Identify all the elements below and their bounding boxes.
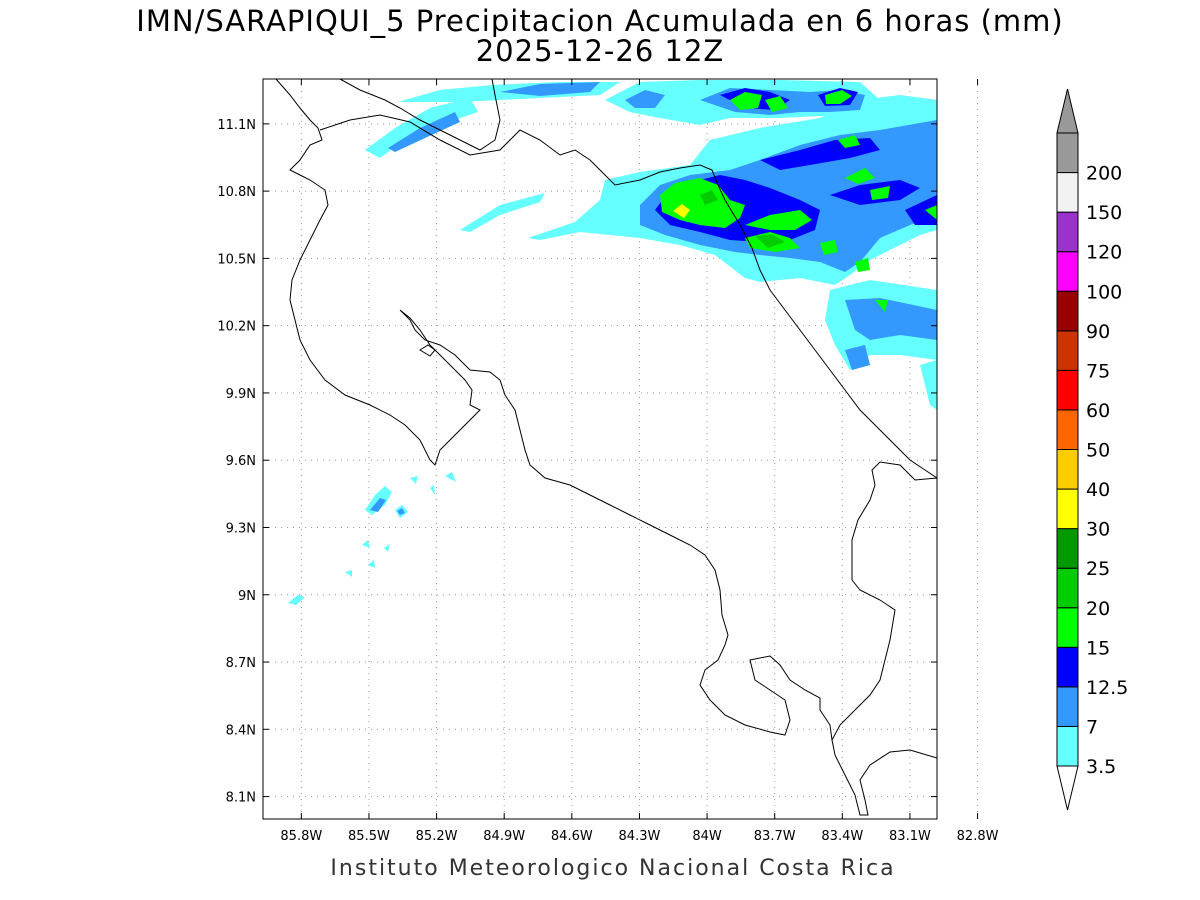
- colorbar-level-label: 40: [1086, 479, 1110, 501]
- colorbar-legend: 3.5 7 12.5 15 20 25 30 40 50 60 75 90 100 120 150 200: [1056, 88, 1128, 811]
- map-title: IMN/SARAPIQUI_5 Precipitacion Acumulada …: [136, 4, 1064, 38]
- lat-tick-label: 11.1N: [217, 118, 256, 133]
- colorbar-swatch: [1056, 488, 1079, 530]
- lat-lon-grid: [263, 79, 979, 819]
- colorbar-swatch: [1056, 330, 1079, 371]
- lat-tick-label: 8.1N: [226, 791, 256, 806]
- colorbar-level-label: 200: [1086, 163, 1122, 185]
- lat-tick-label: 8.4N: [226, 723, 256, 738]
- lon-tick-label: 84.6W: [551, 829, 593, 844]
- precip-band-northeast: [528, 80, 937, 410]
- lon-tick-label: 83.4W: [821, 829, 863, 844]
- colorbar-swatch: [1056, 686, 1079, 727]
- colorbar-level-label: 20: [1086, 598, 1110, 620]
- colorbar-level-label: 15: [1086, 637, 1110, 659]
- colorbar-level-label: 30: [1086, 519, 1110, 541]
- border-nicaragua-costa-rica: [319, 114, 719, 186]
- lon-tick-label: 84.3W: [619, 829, 661, 844]
- nicaragua-caribbean-coast: [339, 79, 501, 151]
- colorbar-level-label: 50: [1086, 440, 1110, 462]
- colorbar-swatch: [1056, 607, 1079, 648]
- precip-cluster-pacific: [288, 472, 456, 605]
- colorbar-swatch: [1056, 132, 1079, 174]
- colorbar-level-label: 120: [1086, 242, 1122, 264]
- gulf-of-nicoya-island: [419, 344, 436, 357]
- colorbar-level-label: 25: [1086, 558, 1110, 580]
- lat-tick-label: 10.8N: [217, 185, 256, 200]
- lon-tick-label: 83.1W: [889, 829, 931, 844]
- lat-tick-label: 9.9N: [226, 387, 256, 402]
- colorbar-level-label: 12.5: [1086, 677, 1128, 699]
- colorbar-level-label: 90: [1086, 321, 1110, 343]
- lat-tick-label: 10.5N: [217, 252, 256, 267]
- colorbar-level-label: 7: [1086, 716, 1098, 738]
- lon-tick-label: 82.8W: [957, 829, 999, 844]
- lat-tick-label: 9.3N: [226, 521, 256, 536]
- colorbar-swatch: [1056, 449, 1079, 490]
- colorbar-swatch: [1056, 290, 1079, 332]
- panama-border: [831, 739, 937, 816]
- map-subtitle-time: 2025-12-26 12Z: [475, 34, 725, 68]
- colorbar-swatch: [1056, 409, 1079, 450]
- lon-tick-label: 84W: [692, 829, 722, 844]
- lat-tick-label: 9.6N: [226, 454, 256, 469]
- lon-tick-label: 85.5W: [348, 829, 390, 844]
- lon-tick-label: 85.8W: [280, 829, 322, 844]
- lon-tick-label: 84.9W: [483, 829, 525, 844]
- lake-nicaragua-shore: [275, 79, 329, 301]
- map-axes: 85.8W 85.5W 85.2W 84.9W 84.6W 84.3W 84W 83.7W 83…: [217, 79, 999, 844]
- colorbar-level-label: 100: [1086, 281, 1122, 303]
- colorbar-level-label: 60: [1086, 400, 1110, 422]
- precip-cluster-north: [365, 82, 620, 232]
- costa-rica-caribbean-coast: [717, 184, 937, 479]
- colorbar-swatch: [1056, 725, 1079, 767]
- colorbar-level-label: 150: [1086, 202, 1122, 224]
- colorbar-upper-arrow: [1056, 88, 1079, 134]
- colorbar-level-label: 75: [1086, 360, 1110, 382]
- colorbar-swatch: [1056, 251, 1079, 292]
- costa-rica-pacific-coast: [289, 299, 937, 742]
- colorbar-swatch: [1056, 172, 1079, 213]
- lat-tick-label: 10.2N: [217, 320, 256, 335]
- institution-credit: Instituto Meteorologico Nacional Costa R…: [330, 856, 896, 881]
- colorbar-lower-arrow: [1056, 765, 1079, 811]
- colorbar-swatch: [1056, 567, 1079, 609]
- lat-tick-label: 8.7N: [226, 656, 256, 671]
- colorbar-swatch: [1056, 369, 1079, 411]
- colorbar-swatch: [1056, 211, 1079, 253]
- lat-tick-label: 9N: [238, 589, 256, 604]
- precipitation-field: [288, 80, 937, 605]
- colorbar-swatch: [1056, 528, 1079, 569]
- colorbar-level-label: 3.5: [1086, 756, 1116, 778]
- map-frame: [262, 78, 938, 820]
- lon-tick-label: 85.2W: [416, 829, 458, 844]
- lon-tick-label: 83.7W: [754, 829, 796, 844]
- colorbar-swatch: [1056, 646, 1079, 688]
- coastlines-borders: [275, 79, 937, 816]
